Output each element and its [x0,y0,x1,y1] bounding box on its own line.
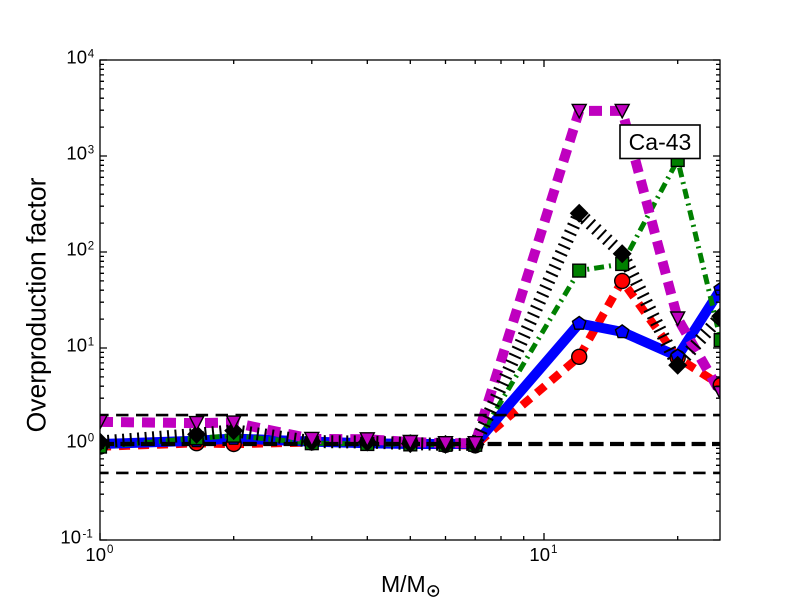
svg-text:3: 3 [88,145,94,157]
svg-text:M/M: M/M [381,571,426,597]
svg-text:10: 10 [66,47,87,68]
svg-text:0: 0 [107,544,113,556]
svg-text:4: 4 [88,49,95,61]
svg-text:10: 10 [529,544,550,565]
svg-text:10: 10 [60,527,81,548]
svg-text:-1: -1 [83,529,93,541]
svg-text:1: 1 [88,337,94,349]
svg-text:1: 1 [551,544,557,556]
svg-text:10: 10 [66,335,87,356]
svg-text:10: 10 [66,143,87,164]
svg-text:10: 10 [66,431,87,452]
svg-text:Ca-43: Ca-43 [629,129,692,155]
svg-text:0: 0 [88,433,94,445]
svg-text:10: 10 [66,239,87,260]
svg-text:10: 10 [85,544,106,565]
svg-text:2: 2 [88,241,94,253]
svg-text:Overproduction factor: Overproduction factor [22,177,52,432]
